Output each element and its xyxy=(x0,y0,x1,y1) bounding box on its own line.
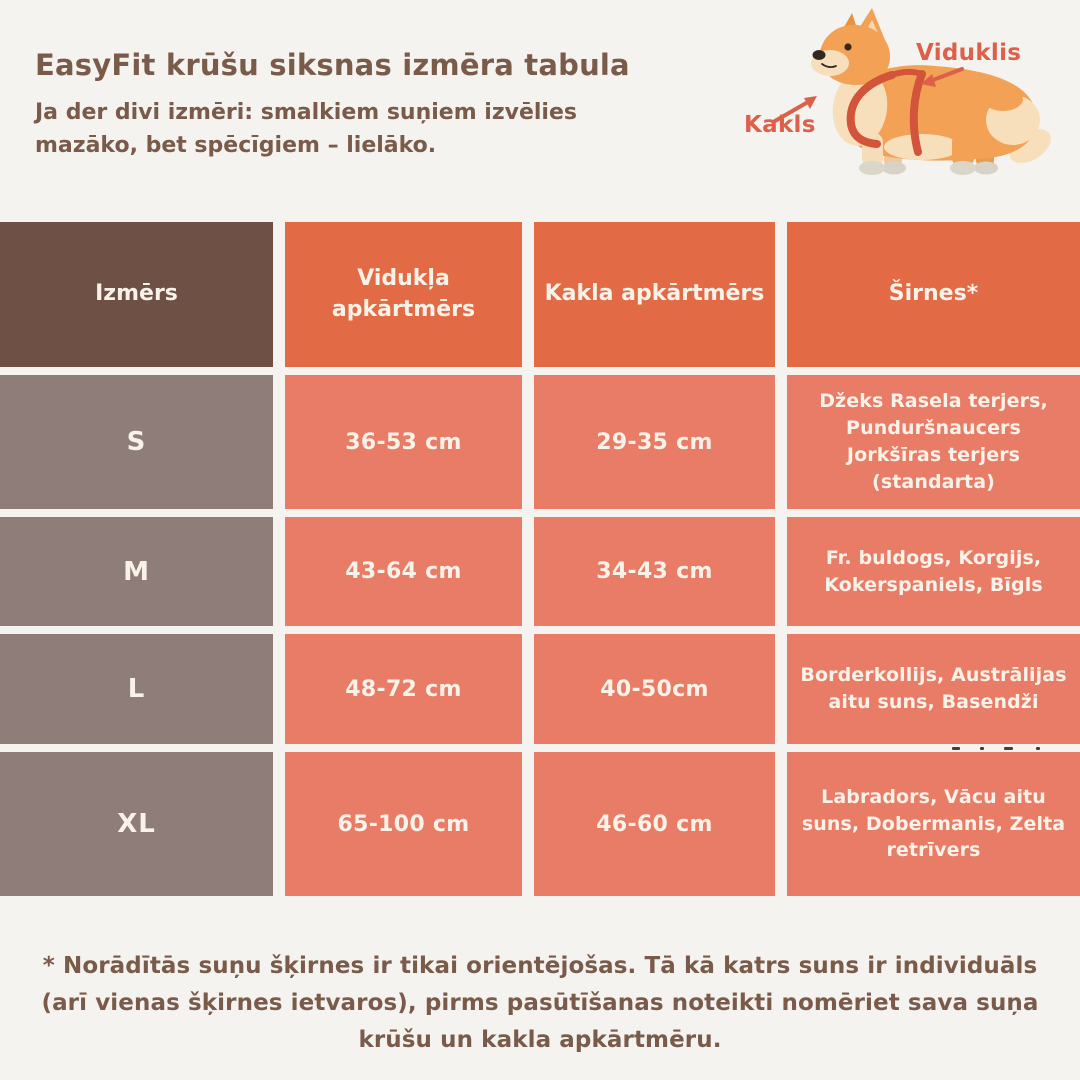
col-header-neck: Kakla apkārtmērs xyxy=(534,222,775,367)
col-header-waist: Vidukļa apkārtmērs xyxy=(285,222,522,367)
neck-cell: 40-50cm xyxy=(534,634,775,744)
dog-harness-diagram: Viduklis Kakls xyxy=(700,0,1080,200)
breeds-cell: Labradors, Vācu aitu suns, Dobermanis, Z… xyxy=(787,752,1080,896)
col-header-breeds: Širnes* xyxy=(787,222,1080,367)
page-subtitle: Ja der divi izmēri: smalkiem suņiem izvē… xyxy=(35,100,577,158)
footnote: * Norādītās suņu šķirnes ir tikai orient… xyxy=(41,953,1039,1053)
size-cell: XL xyxy=(0,752,273,896)
size-table: Izmērs Vidukļa apkārtmērs Kakla apkārtmē… xyxy=(0,222,1080,896)
waist-label: Viduklis xyxy=(916,40,1022,66)
waist-cell: 36-53 cm xyxy=(285,375,522,509)
col-header-size: Izmērs xyxy=(0,222,273,367)
neck-arrow xyxy=(773,96,817,123)
waist-cell: 43-64 cm xyxy=(285,517,522,626)
neck-label: Kakls xyxy=(744,112,816,138)
neck-cell: 46-60 cm xyxy=(534,752,775,896)
page-title: EasyFit krūšu siksnas izmēra tabula xyxy=(35,48,630,82)
neck-cell: 34-43 cm xyxy=(534,517,775,626)
waist-arrow xyxy=(921,67,964,87)
breeds-cell: Džeks Rasela terjers, Punduršnaucers Jor… xyxy=(787,375,1080,509)
neck-cell: 29-35 cm xyxy=(534,375,775,509)
clipped-text-artifact xyxy=(952,747,1062,751)
corgi-illustration xyxy=(773,8,1051,175)
size-cell: M xyxy=(0,517,273,626)
waist-cell: 48-72 cm xyxy=(285,634,522,744)
waist-cell: 65-100 cm xyxy=(285,752,522,896)
breeds-cell: Fr. buldogs, Korgijs, Kokerspaniels, Bīg… xyxy=(787,517,1080,626)
size-cell: L xyxy=(0,634,273,744)
breeds-cell: Borderkollijs, Austrālijas aitu suns, Ba… xyxy=(787,634,1080,744)
size-cell: S xyxy=(0,375,273,509)
